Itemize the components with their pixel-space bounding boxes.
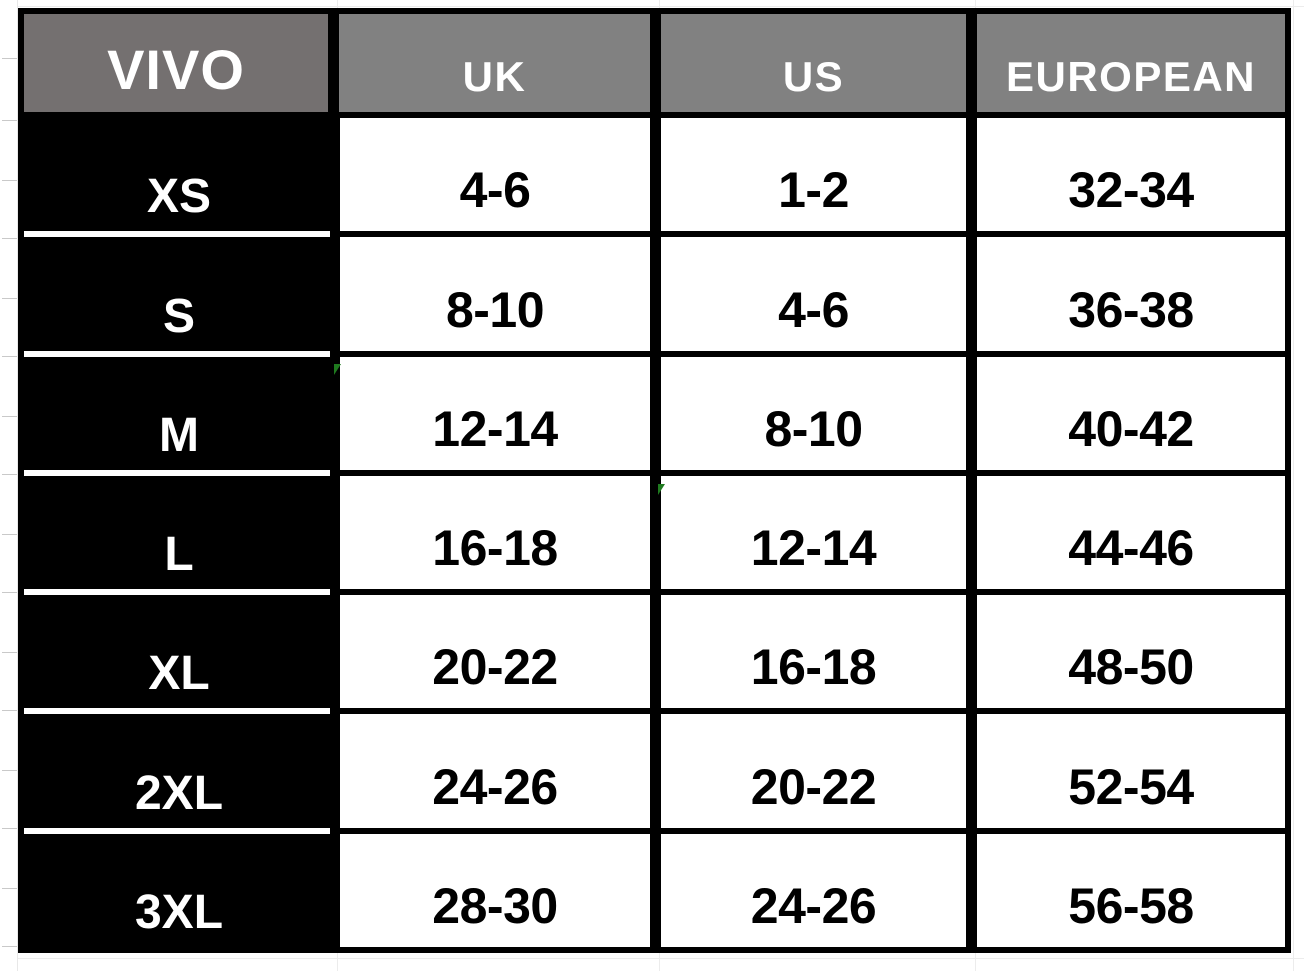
row-gutter-tick xyxy=(2,946,17,947)
row-gutter-tick xyxy=(2,58,17,59)
uk-size-cell: 28-30 xyxy=(334,833,656,953)
table-row: XS 4-6 1-2 32-34 xyxy=(18,118,1291,238)
size-label-cell: XL xyxy=(18,595,334,715)
row-gutter-tick xyxy=(2,238,17,239)
row-gutter-tick xyxy=(2,710,17,711)
size-chart-table: VIVO UK US EUROPEAN XS 4-6 1-2 32-34 S 8… xyxy=(18,8,1291,953)
us-size-cell: 12-14 xyxy=(656,475,972,596)
spreadsheet-row-gutter xyxy=(0,0,18,971)
us-size-cell: 1-2 xyxy=(656,118,972,238)
european-size-cell: 48-50 xyxy=(972,595,1291,715)
row-gutter-tick xyxy=(2,474,17,475)
size-label-cell: 2XL xyxy=(18,714,334,834)
column-header-european: EUROPEAN xyxy=(972,8,1291,118)
row-gutter-tick xyxy=(2,180,17,181)
european-size-cell: 32-34 xyxy=(972,118,1291,238)
uk-size-cell: 20-22 xyxy=(334,595,656,715)
row-gutter-tick xyxy=(2,356,17,357)
uk-size-cell: 12-14 xyxy=(334,356,656,476)
european-size-cell: 40-42 xyxy=(972,356,1291,476)
european-size-cell: 36-38 xyxy=(972,237,1291,357)
uk-size-cell: 4-6 xyxy=(334,118,656,238)
table-row: XL 20-22 16-18 48-50 xyxy=(18,595,1291,715)
row-gutter-tick xyxy=(2,770,17,771)
row-gutter-tick xyxy=(2,298,17,299)
us-size-cell: 16-18 xyxy=(656,595,972,715)
size-label-cell: XS xyxy=(18,118,334,238)
uk-size-cell: 24-26 xyxy=(334,714,656,834)
us-size-cell: 4-6 xyxy=(656,237,972,357)
european-size-cell: 56-58 xyxy=(972,833,1291,953)
european-size-cell: 52-54 xyxy=(972,714,1291,834)
sheet-row-guide xyxy=(0,6,1304,7)
column-header-uk: UK xyxy=(334,8,656,118)
table-row: L 16-18 12-14 44-46 xyxy=(18,475,1291,596)
us-size-cell: 24-26 xyxy=(656,833,972,953)
sheet-column-guide xyxy=(1293,0,1294,971)
table-header-row: VIVO UK US EUROPEAN xyxy=(18,8,1291,118)
size-label-cell: L xyxy=(18,475,334,596)
table-row: 3XL 28-30 24-26 56-58 xyxy=(18,833,1291,953)
row-gutter-tick xyxy=(2,652,17,653)
table-row: M 12-14 8-10 40-42 xyxy=(18,356,1291,476)
row-gutter-tick xyxy=(2,534,17,535)
row-gutter-tick xyxy=(2,416,17,417)
table-row: 2XL 24-26 20-22 52-54 xyxy=(18,714,1291,834)
size-label-cell: M xyxy=(18,356,334,476)
row-gutter-tick xyxy=(2,120,17,121)
us-size-cell: 20-22 xyxy=(656,714,972,834)
row-gutter-tick xyxy=(2,828,17,829)
uk-size-cell: 8-10 xyxy=(334,237,656,357)
sheet-row-guide xyxy=(0,958,1304,959)
size-label-cell: S xyxy=(18,237,334,357)
row-gutter-tick xyxy=(2,592,17,593)
column-header-us: US xyxy=(656,8,972,118)
column-header-vivo: VIVO xyxy=(18,8,334,118)
table-row: S 8-10 4-6 36-38 xyxy=(18,237,1291,357)
european-size-cell: 44-46 xyxy=(972,475,1291,596)
size-label-cell: 3XL xyxy=(18,833,334,953)
us-size-cell: 8-10 xyxy=(656,356,972,476)
uk-size-cell: 16-18 xyxy=(334,475,656,596)
row-gutter-tick xyxy=(2,888,17,889)
